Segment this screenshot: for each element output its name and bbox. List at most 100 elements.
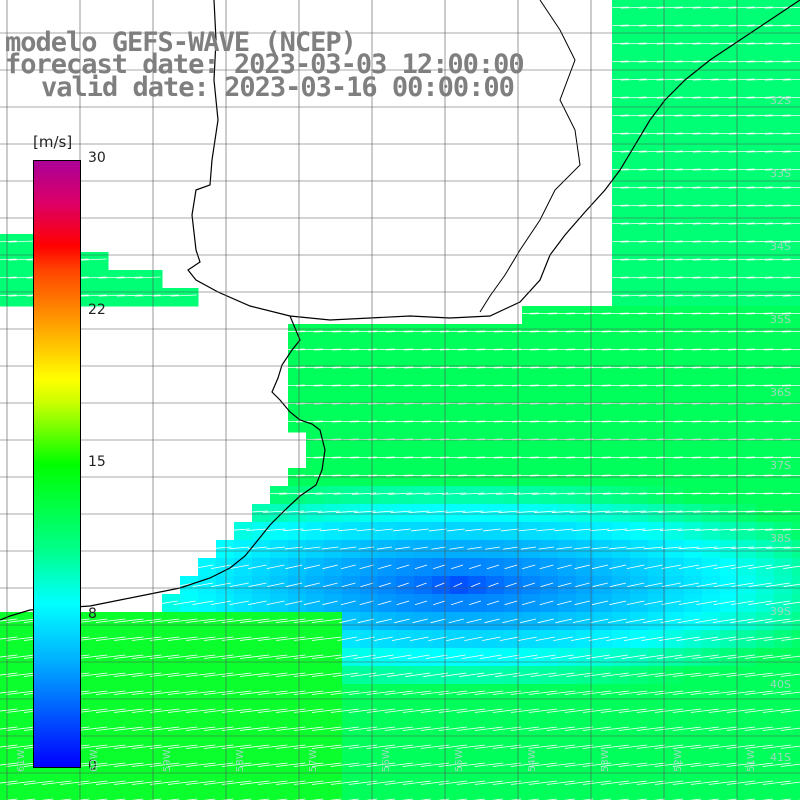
wind-cell	[126, 666, 145, 685]
wind-cell	[576, 324, 595, 343]
wind-cell	[522, 540, 541, 559]
wind-arrow	[372, 510, 394, 514]
wind-cell	[270, 486, 289, 505]
wind-cell	[252, 720, 271, 739]
wind-cell	[252, 666, 271, 685]
wind-arrow	[467, 546, 482, 550]
wind-cell	[594, 360, 613, 379]
wind-arrow	[731, 600, 754, 605]
wind-arrow	[656, 96, 683, 99]
wind-arrow	[376, 546, 393, 550]
wind-cell	[684, 612, 703, 631]
wind-cell	[792, 36, 800, 55]
wind-cell	[594, 666, 613, 685]
wind-cell	[684, 450, 703, 469]
wind-cell	[378, 594, 397, 613]
wind-cell	[324, 792, 343, 800]
wind-arrow	[764, 294, 791, 297]
wind-arrow	[469, 600, 482, 606]
wind-cell	[774, 612, 793, 631]
wind-arrow	[0, 240, 17, 243]
wind-cell	[450, 450, 469, 469]
wind-cell	[648, 396, 667, 415]
wind-cell	[594, 378, 613, 397]
wind-cell	[648, 594, 667, 613]
wind-cell	[504, 396, 523, 415]
wind-cell	[378, 666, 397, 685]
wind-arrow	[376, 618, 393, 624]
wind-arrow	[708, 780, 738, 785]
wind-arrow	[335, 510, 358, 513]
wind-cell	[198, 612, 217, 631]
lon-label: 52W	[673, 749, 684, 772]
wind-cell	[792, 342, 800, 361]
wind-arrow	[655, 474, 684, 477]
wind-arrow	[637, 456, 666, 459]
wind-cell	[612, 270, 631, 289]
wind-cell	[756, 216, 775, 235]
wind-cell	[486, 414, 505, 433]
wind-arrow	[439, 456, 468, 459]
wind-cell	[180, 684, 199, 703]
wind-arrow	[607, 528, 628, 532]
wind-arrow	[763, 348, 792, 351]
wind-cell	[432, 792, 451, 800]
wind-cell	[630, 18, 649, 37]
wind-cell	[738, 180, 757, 199]
wind-arrow	[80, 294, 107, 297]
wind-cell	[792, 720, 800, 739]
wind-arrow	[522, 564, 536, 570]
wind-cell	[612, 576, 631, 595]
wind-arrow	[78, 762, 108, 767]
wind-cell	[702, 36, 721, 55]
wind-cell	[594, 504, 613, 523]
wind-cell	[648, 702, 667, 721]
wind-arrow	[638, 150, 665, 153]
wind-arrow	[312, 654, 342, 659]
wind-cell	[702, 324, 721, 343]
wind-arrow	[782, 60, 800, 63]
lat-label: 34S	[770, 240, 791, 253]
wind-cell	[324, 450, 343, 469]
wind-cell	[612, 144, 631, 163]
wind-arrow	[480, 510, 502, 514]
wind-cell	[306, 630, 325, 649]
wind-arrow	[710, 42, 737, 45]
wind-cell	[0, 738, 19, 757]
wind-arrow	[373, 636, 393, 642]
wind-arrow	[764, 96, 791, 99]
wind-cell	[0, 252, 19, 271]
wind-arrow	[355, 636, 375, 642]
wind-arrow	[349, 384, 378, 387]
wind-cell	[90, 774, 109, 793]
wind-cell	[774, 36, 793, 55]
wind-arrow	[0, 618, 18, 622]
wind-cell	[432, 630, 451, 649]
wind-cell	[288, 720, 307, 739]
wind-cell	[684, 36, 703, 55]
wind-cell	[774, 162, 793, 181]
wind-cell	[432, 504, 451, 523]
wind-arrow	[730, 618, 754, 623]
wind-arrow	[602, 168, 629, 171]
wind-cell	[594, 450, 613, 469]
wind-cell	[540, 684, 559, 703]
wind-cell	[378, 342, 397, 361]
wind-arrow	[764, 186, 791, 189]
wind-cell	[180, 756, 199, 775]
wind-cell	[522, 792, 541, 800]
wind-cell	[288, 756, 307, 775]
wind-cell	[504, 504, 523, 523]
wind-arrow	[442, 492, 467, 495]
wind-cell	[72, 774, 91, 793]
wind-arrow	[331, 420, 360, 423]
wind-arrow	[564, 708, 594, 713]
wind-arrow	[441, 672, 467, 677]
wind-arrow	[330, 744, 360, 749]
wind-cell	[540, 576, 559, 595]
wind-arrow	[602, 60, 629, 63]
wind-cell	[90, 702, 109, 721]
wind-arrow	[150, 654, 180, 659]
wind-cell	[252, 756, 271, 775]
wind-cell	[684, 72, 703, 91]
